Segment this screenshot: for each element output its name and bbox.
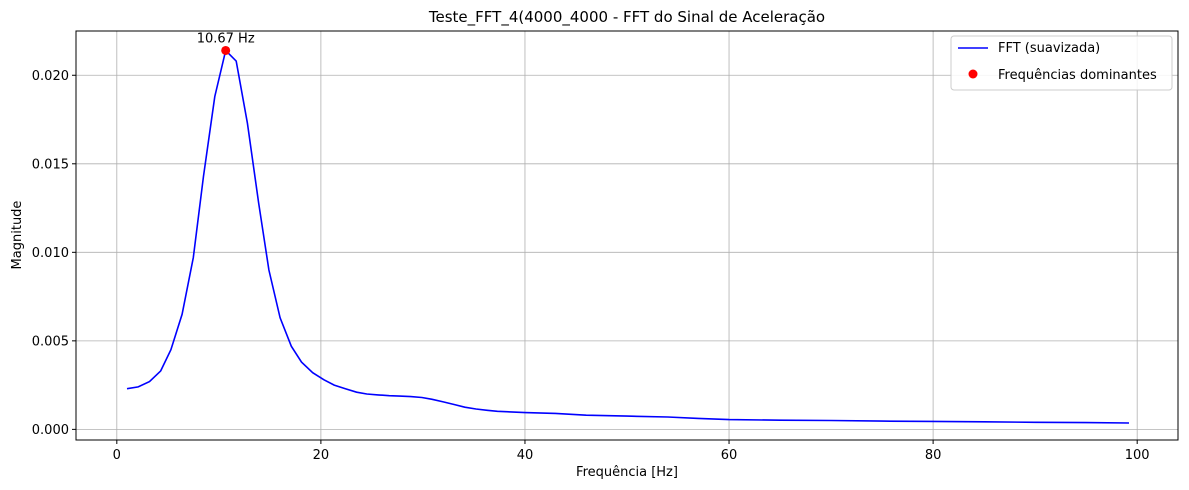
x-tick-label: 0 bbox=[113, 448, 121, 463]
x-axis-ticks: 0 20 40 60 80 100 bbox=[113, 440, 1150, 463]
x-axis-label: Frequência [Hz] bbox=[576, 465, 678, 480]
y-tick-label: 0.020 bbox=[32, 69, 69, 84]
y-axis-ticks: 0.000 0.005 0.010 0.015 0.020 bbox=[32, 69, 76, 438]
dominant-markers bbox=[221, 45, 231, 55]
legend-entry-dominant: Frequências dominantes bbox=[998, 68, 1157, 83]
x-tick-label: 60 bbox=[721, 448, 738, 463]
y-tick-label: 0.010 bbox=[32, 246, 69, 261]
legend: FFT (suavizada) Frequências dominantes bbox=[950, 35, 1173, 91]
x-tick-label: 100 bbox=[1125, 448, 1150, 463]
y-axis-label: Magnitude bbox=[10, 201, 25, 270]
plot-frame bbox=[75, 30, 1179, 441]
x-tick-label: 20 bbox=[313, 448, 330, 463]
y-tick-label: 0.005 bbox=[32, 334, 69, 349]
y-tick-label: 0.000 bbox=[32, 423, 69, 438]
legend-box bbox=[950, 35, 1173, 91]
fft-series-line bbox=[126, 48, 1130, 424]
chart-title: Teste_FFT_4(4000_4000 - FFT do Sinal de … bbox=[428, 8, 825, 27]
annotations: 10.67 Hz bbox=[197, 31, 255, 46]
x-tick-label: 40 bbox=[517, 448, 534, 463]
x-tick-label: 80 bbox=[925, 448, 942, 463]
peak-annotation: 10.67 Hz bbox=[197, 31, 255, 46]
legend-marker-swatch bbox=[968, 69, 978, 79]
y-tick-label: 0.015 bbox=[32, 157, 69, 172]
legend-entry-fft: FFT (suavizada) bbox=[998, 41, 1100, 56]
plot-area bbox=[76, 31, 1178, 440]
dominant-frequency-point bbox=[221, 45, 231, 55]
